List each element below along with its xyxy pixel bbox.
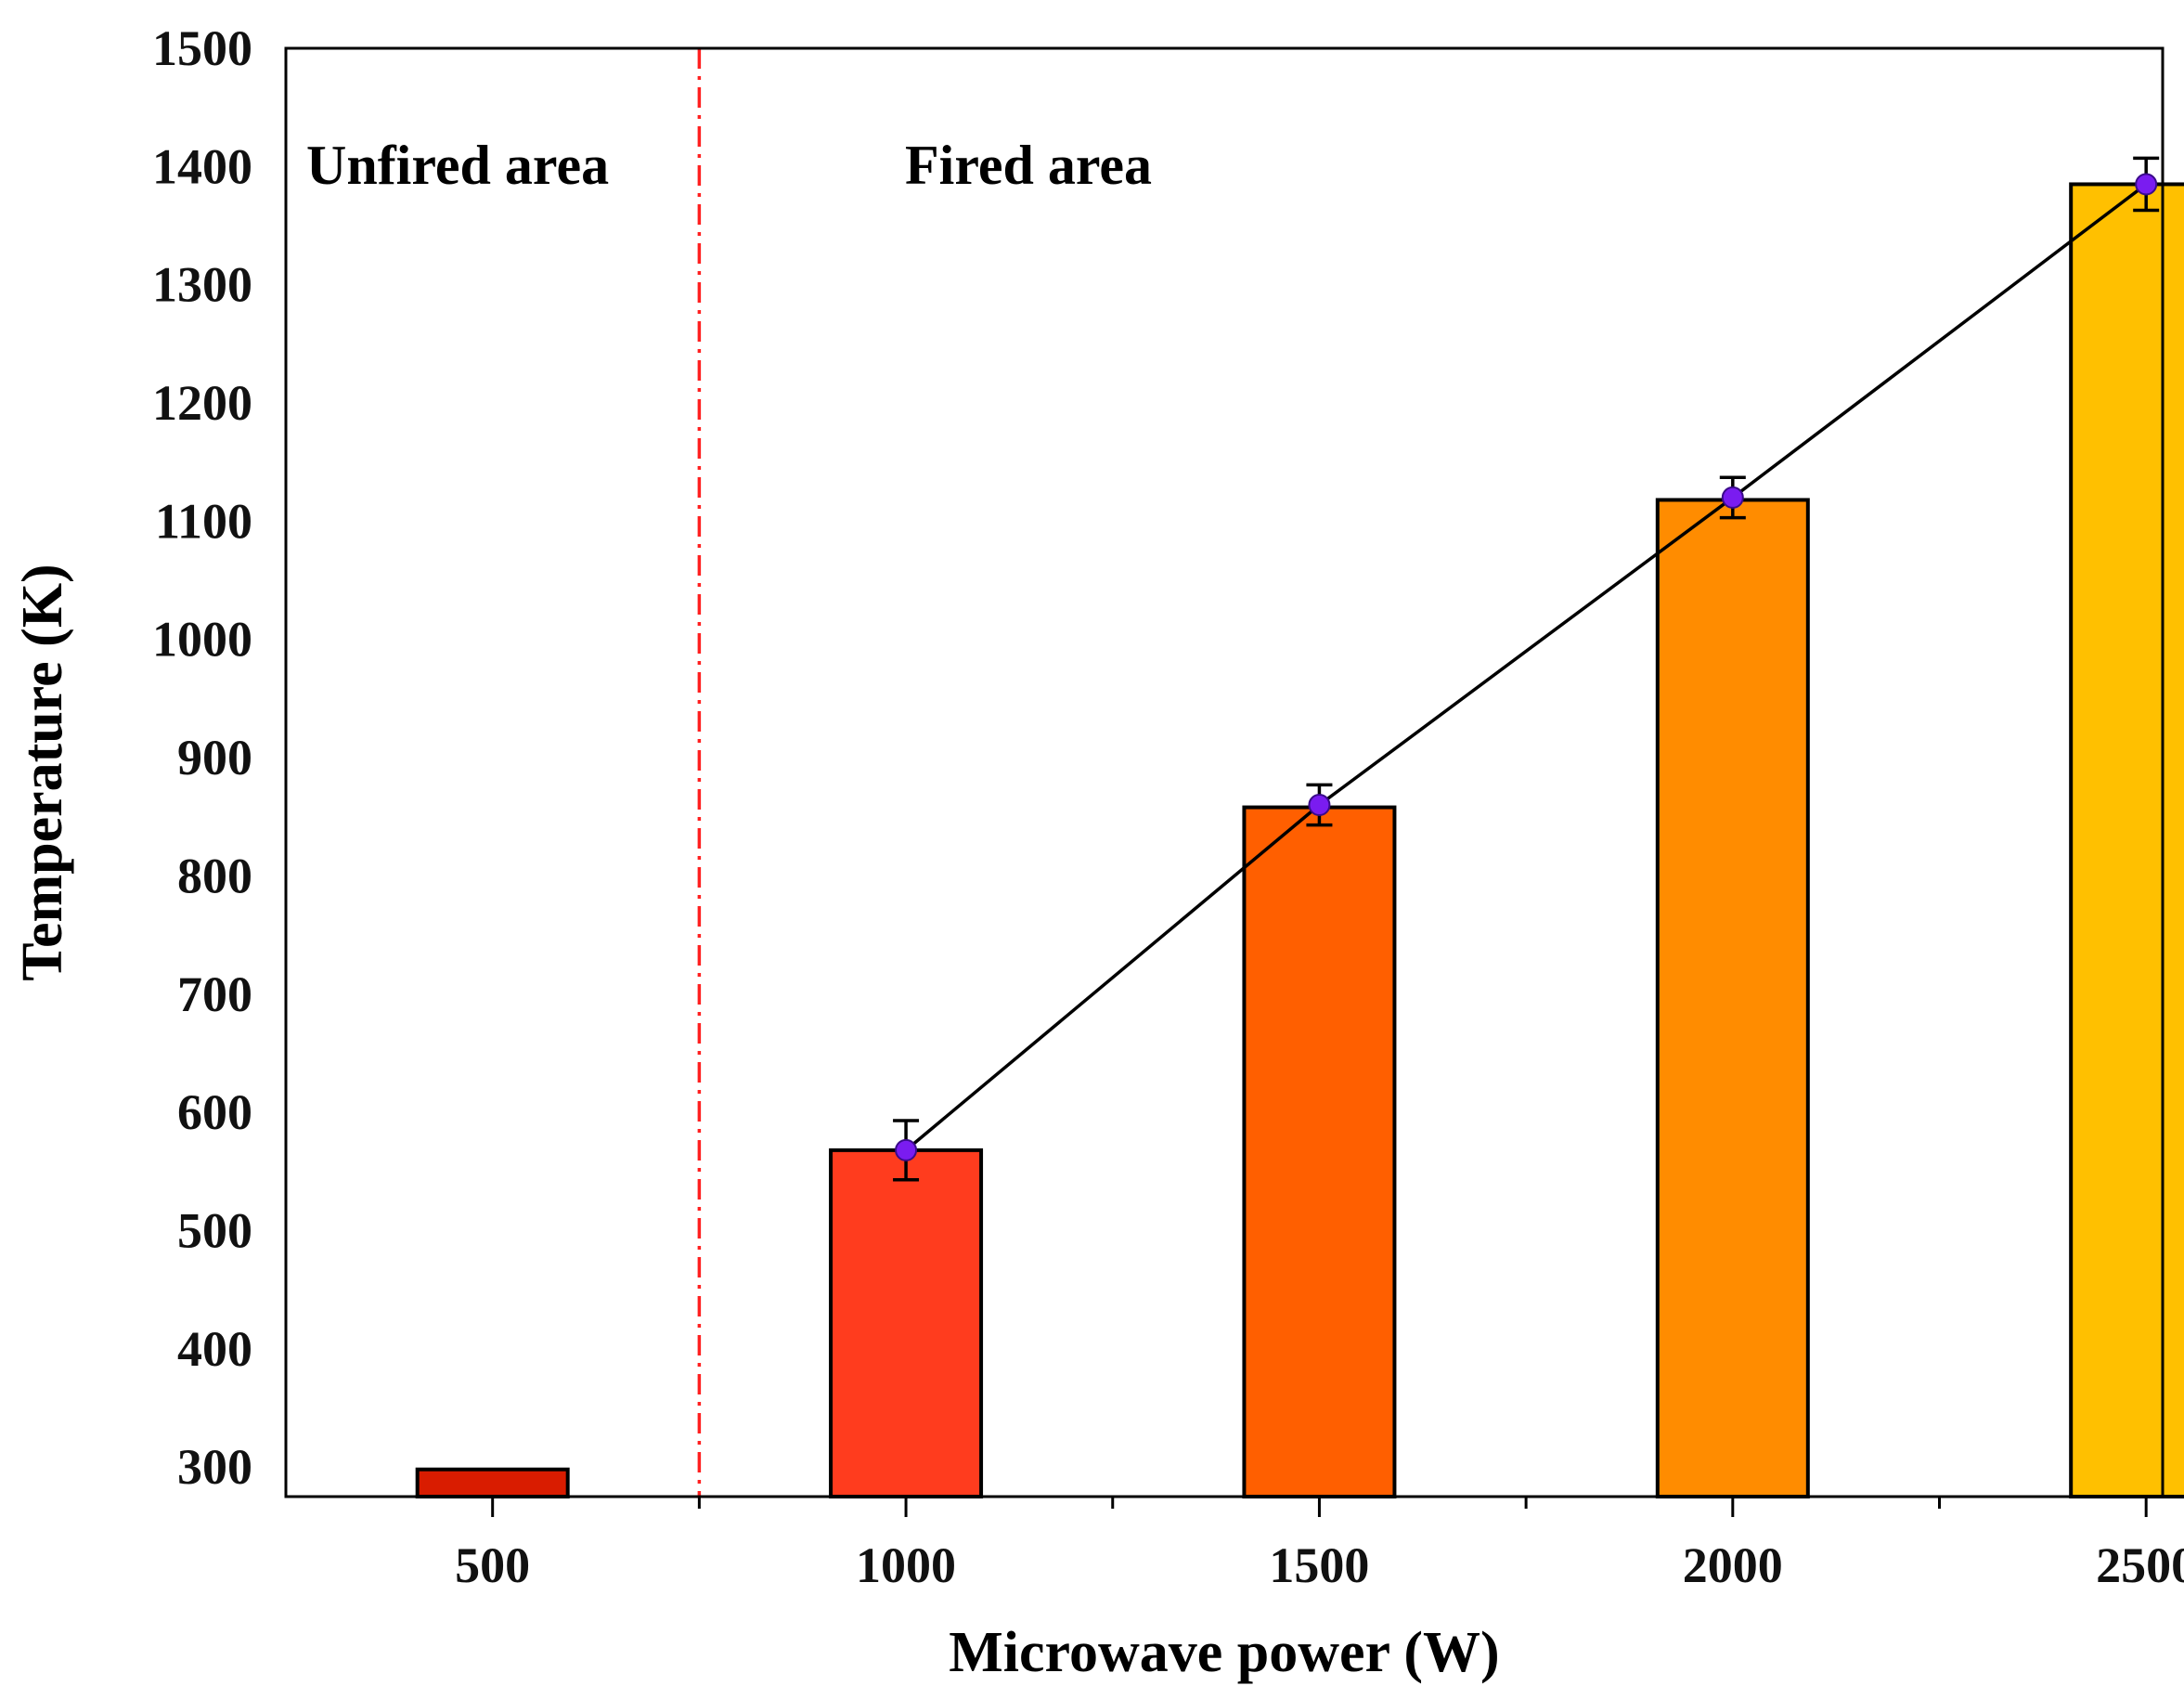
data-point-1000 [895, 1138, 918, 1161]
y-tick-label: 1300 [152, 257, 252, 313]
y-tick-label: 900 [177, 730, 252, 785]
y-axis-title: Temperature (K) [11, 564, 74, 980]
x-tick-label: 500 [455, 1537, 530, 1593]
data-point-2500 [2135, 173, 2158, 196]
bar-500 [415, 1467, 570, 1499]
data-point-2000 [1721, 486, 1744, 509]
fired-area-label: Fired area [905, 135, 1152, 196]
x-tick-label: 1500 [1269, 1537, 1369, 1593]
bar-1000 [829, 1148, 984, 1498]
x-tick-label: 1000 [856, 1537, 956, 1593]
x-tick-label: 2000 [1683, 1537, 1783, 1593]
bar-1500 [1242, 805, 1397, 1498]
y-tick-label: 400 [177, 1321, 252, 1377]
y-tick-label: 1100 [155, 493, 252, 549]
y-tick-label: 300 [177, 1439, 252, 1495]
y-tick-label: 700 [177, 966, 252, 1022]
y-tick-label: 1000 [152, 612, 252, 668]
bars-layer [415, 182, 2184, 1499]
plot-frame [284, 46, 2165, 1498]
x-axis-title: Microwave power (W) [949, 1621, 1499, 1684]
y-tick-label: 1200 [152, 375, 252, 431]
y-tick-label: 800 [177, 848, 252, 903]
trend-line-layer [893, 156, 2160, 1182]
y-tick-label: 1500 [152, 20, 252, 76]
bar-2500 [2069, 182, 2184, 1498]
x-tick-label: 2500 [2096, 1537, 2184, 1593]
bar-2000 [1655, 498, 1810, 1498]
unfired-area-label: Unfired area [306, 135, 609, 196]
trend-line [904, 183, 2148, 1152]
y-tick-label: 600 [177, 1084, 252, 1140]
y-tick-label: 1400 [152, 138, 252, 194]
y-axis-ticks: 300 400 500 600 700 800 900 1000 1100 1200 1300 140… [152, 20, 252, 1495]
x-axis-ticks: 500 1000 1500 2000 2500 [455, 1497, 2184, 1593]
data-point-1500 [1308, 794, 1331, 817]
y-tick-label: 500 [177, 1202, 252, 1258]
